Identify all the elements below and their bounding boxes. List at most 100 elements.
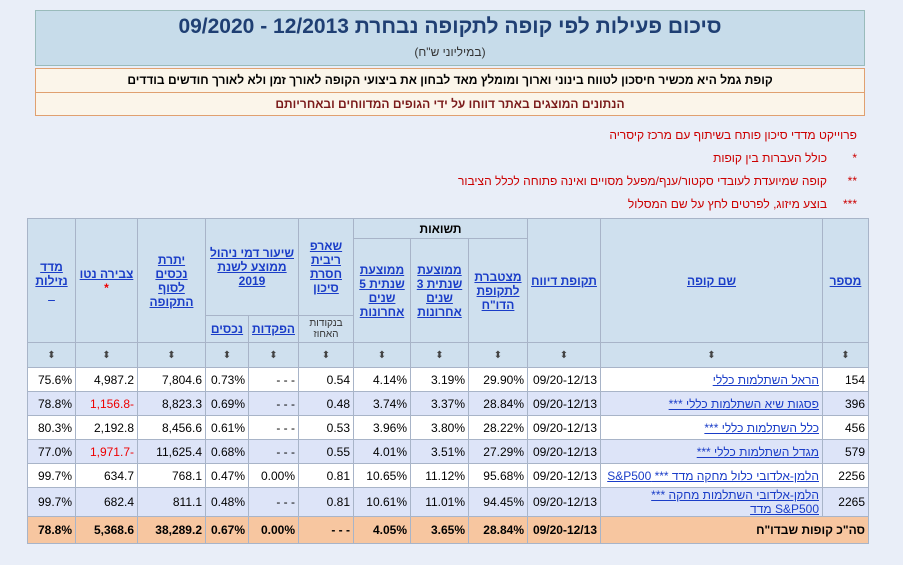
sort-cell[interactable]: ⬍ bbox=[205, 342, 249, 368]
sub-header[interactable]: הפקדות bbox=[248, 315, 299, 343]
fund-link[interactable]: הלמן-אלדובי כלול מחקה מדד *** S&P500 bbox=[607, 468, 819, 483]
cell: 4.14% bbox=[353, 367, 411, 392]
header-link[interactable]: נכסים bbox=[210, 322, 244, 336]
cell: 80.3% bbox=[27, 415, 76, 440]
fund-link[interactable]: פסגות שיא השתלמות כללי *** bbox=[668, 396, 819, 411]
sub-header[interactable]: נכסים bbox=[205, 315, 249, 343]
cell: 09/20-12/13 bbox=[527, 391, 601, 416]
column-header[interactable]: ממוצעת שנתית 3 שנים אחרונות bbox=[410, 238, 469, 343]
sort-cell[interactable]: ⬍ bbox=[248, 342, 299, 368]
header-link[interactable]: מספר bbox=[829, 273, 862, 288]
header-link[interactable]: ממוצעת שנתית 3 שנים אחרונות bbox=[416, 262, 463, 319]
fund-link[interactable]: מגדל השתלמות כללי *** bbox=[696, 444, 819, 459]
sort-cell[interactable]: ⬍ bbox=[527, 342, 601, 368]
column-header[interactable]: שארפ ריבית חסרת סיכון bbox=[298, 218, 354, 316]
cell: 27.29% bbox=[468, 439, 528, 464]
fund-link[interactable]: הראל השתלמות כללי bbox=[712, 372, 819, 387]
cell: 99.7% bbox=[27, 463, 76, 488]
cell: 0.48% bbox=[205, 487, 249, 517]
header-link[interactable]: הפקדות bbox=[252, 322, 295, 336]
column-header[interactable]: תקופת דיווח bbox=[527, 218, 601, 343]
sort-cell[interactable]: ⬍ bbox=[600, 342, 823, 368]
column-header[interactable]: שם קופה bbox=[600, 218, 823, 343]
note-mark: ** bbox=[847, 174, 857, 188]
notes: פרוייקט מדדי סיכון פותח בשיתוף עם מרכז ק… bbox=[77, 124, 857, 216]
header-link[interactable]: ממוצעת שנתית 5 שנים אחרונות bbox=[359, 262, 405, 319]
cell: 10.61% bbox=[353, 487, 411, 517]
fund-name-cell: הלמן-אלדובי כלול מחקה מדד *** S&P500 bbox=[600, 463, 823, 488]
cell: 94.45% bbox=[468, 487, 528, 517]
fund-row: 2265 הלמן-אלדובי השתלמות מחקה *** S&P500 … bbox=[27, 487, 869, 517]
cell: - - - bbox=[248, 439, 299, 464]
note-text: כולל העברות בין קופות bbox=[713, 151, 827, 165]
column-header[interactable]: יתרת נכסים לסוף התקופה bbox=[137, 218, 206, 343]
header-link[interactable]: שם קופה bbox=[686, 273, 737, 288]
header-link[interactable]: צבירה נטו bbox=[79, 266, 134, 281]
cell: 28.84% bbox=[468, 391, 528, 416]
cell: 75.6% bbox=[27, 367, 76, 392]
cell: 2265 bbox=[822, 487, 869, 517]
cell: 0.53 bbox=[298, 415, 354, 440]
cell: 456 bbox=[822, 415, 869, 440]
header-link[interactable]: _ bbox=[48, 287, 55, 302]
sort-cell[interactable]: ⬍ bbox=[353, 342, 411, 368]
header-link[interactable]: מדד נזילות bbox=[35, 259, 68, 288]
cell: 0.54 bbox=[298, 367, 354, 392]
cell: 28.22% bbox=[468, 415, 528, 440]
note: פרוייקט מדדי סיכון פותח בשיתוף עם מרכז ק… bbox=[77, 124, 857, 147]
total-cell: 5,368.6 bbox=[75, 516, 138, 544]
header-link[interactable]: שארפ ריבית חסרת סיכון bbox=[309, 239, 343, 295]
cell: 3.51% bbox=[410, 439, 469, 464]
sort-cell[interactable]: ⬍ bbox=[27, 342, 76, 368]
note-mark: *** bbox=[842, 197, 857, 211]
cell: 0.00% bbox=[248, 463, 299, 488]
cell: 0.81 bbox=[298, 463, 354, 488]
total-cell: 0.00% bbox=[248, 516, 299, 544]
cell: 0.73% bbox=[205, 367, 249, 392]
cell: 11,625.4 bbox=[137, 439, 206, 464]
total-cell: 09/20-12/13 bbox=[527, 516, 601, 544]
notices: קופת גמל היא מכשיר חיסכון לטווח בינוני ו… bbox=[35, 68, 865, 116]
sort-cell[interactable]: ⬍ bbox=[137, 342, 206, 368]
column-header[interactable]: מספר bbox=[822, 218, 869, 343]
fund-name-cell: פסגות שיא השתלמות כללי *** bbox=[600, 391, 823, 416]
sort-cell[interactable]: ⬍ bbox=[822, 342, 869, 368]
funds-table: מספר שם קופה תקופת דיווח תשואות שארפ ריב… bbox=[27, 218, 869, 544]
header-link[interactable]: תקופת דיווח bbox=[531, 273, 597, 288]
column-header[interactable]: ממוצעת שנתית 5 שנים אחרונות bbox=[353, 238, 411, 343]
cell: - - - bbox=[248, 367, 299, 392]
cell: 0.69% bbox=[205, 391, 249, 416]
cell: 0.68% bbox=[205, 439, 249, 464]
note-text: בוצע מיזוג, לפרטים לחץ על שם המסלול bbox=[627, 197, 827, 211]
cell: 11.01% bbox=[410, 487, 469, 517]
cell: 4.01% bbox=[353, 439, 411, 464]
sort-cell[interactable]: ⬍ bbox=[75, 342, 138, 368]
cell: 396 bbox=[822, 391, 869, 416]
note: *** בוצע מיזוג, לפרטים לחץ על שם המסלול bbox=[77, 193, 857, 216]
fund-name-cell: הראל השתלמות כללי bbox=[600, 367, 823, 392]
table-body: 154 הראל השתלמות כללי 09/20-12/13 29.90% 3.1… bbox=[27, 367, 869, 544]
cell: 4,987.2 bbox=[75, 367, 138, 392]
unit-header: בנקודות האחוז bbox=[298, 315, 354, 343]
column-header[interactable]: מדד נזילות _ bbox=[27, 218, 76, 343]
sort-cell[interactable]: ⬍ bbox=[410, 342, 469, 368]
cell: 8,456.6 bbox=[137, 415, 206, 440]
header-link[interactable]: מצטברת לתקופת הדו"ח bbox=[474, 269, 522, 312]
cell: 0.55 bbox=[298, 439, 354, 464]
column-header[interactable]: מצטברת לתקופת הדו"ח bbox=[468, 238, 528, 343]
header-link[interactable]: שיעור דמי ניהול ממוצע לשנת 2019 bbox=[209, 246, 294, 288]
note-text: קופה שמיועדת לעובדי סקטור/ענף/מפעל מסויי… bbox=[457, 174, 827, 188]
sort-cell[interactable]: ⬍ bbox=[298, 342, 354, 368]
column-header[interactable]: צבירה נטו * bbox=[75, 218, 138, 343]
cell: 3.74% bbox=[353, 391, 411, 416]
fund-link[interactable]: הלמן-אלדובי השתלמות מחקה *** S&P500 מדד bbox=[651, 488, 819, 516]
fund-link[interactable]: כלל השתלמות כללי *** bbox=[704, 420, 819, 435]
column-header[interactable]: שיעור דמי ניהול ממוצע לשנת 2019 bbox=[205, 218, 299, 316]
cell: 0.61% bbox=[205, 415, 249, 440]
total-cell: 3.65% bbox=[410, 516, 469, 544]
header-link[interactable]: יתרת נכסים לסוף התקופה bbox=[149, 252, 194, 309]
cell: 78.8% bbox=[27, 391, 76, 416]
fund-name-cell: מגדל השתלמות כללי *** bbox=[600, 439, 823, 464]
sort-cell[interactable]: ⬍ bbox=[468, 342, 528, 368]
